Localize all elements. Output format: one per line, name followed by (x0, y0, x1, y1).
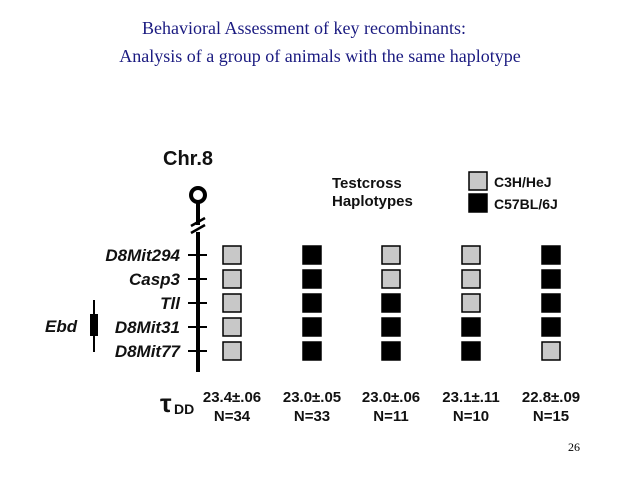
tau-subscript: DD (174, 401, 194, 417)
genotype-square (461, 293, 481, 313)
locus-label-d8mit31: D8Mit31 (115, 318, 180, 337)
legend-swatch-c57 (468, 193, 488, 213)
chromosome-label: Chr.8 (163, 148, 213, 170)
genotype-square (222, 341, 242, 361)
tau-value: 23.0±.06 (362, 389, 420, 406)
genotype-square (541, 317, 561, 337)
tau-value: 23.1±.11 (442, 389, 499, 406)
legend-label-c57: C57BL/6J (494, 196, 558, 212)
locus-labels: D8Mit294 Casp3 Tll D8Mit31 D8Mit77 (105, 246, 207, 361)
ebd-label: Ebd (45, 317, 78, 336)
sample-size: N=34 (214, 408, 251, 425)
genotype-square (302, 341, 322, 361)
ebd-region-bar (90, 314, 98, 336)
break-mark-1 (190, 216, 206, 228)
locus-label-casp3: Casp3 (129, 270, 181, 289)
tau-value: 22.8±.09 (522, 389, 580, 406)
slide-title-line1: Behavioral Assessment of key recombinant… (142, 18, 466, 38)
sample-size: N=11 (373, 408, 408, 425)
legend: C3H/HeJ C57BL/6J (468, 171, 558, 213)
sample-size: N=33 (294, 408, 330, 425)
sample-size: N=15 (533, 408, 569, 425)
genotype-square (381, 269, 401, 289)
testcross-heading-1: Testcross (332, 175, 402, 192)
genotype-square (541, 269, 561, 289)
genotype-square (302, 293, 322, 313)
genotype-square (381, 317, 401, 337)
genotype-square (541, 245, 561, 265)
genotype-square (541, 293, 561, 313)
genotype-square (461, 269, 481, 289)
genotype-square (461, 317, 481, 337)
genotype-square (222, 317, 242, 337)
slide-title-line2: Analysis of a group of animals with the … (119, 46, 521, 66)
tau-symbol: τ (160, 388, 172, 418)
genotype-square (302, 317, 322, 337)
centromere-circle (189, 186, 207, 204)
genotype-square (302, 245, 322, 265)
genotype-square (381, 341, 401, 361)
genotype-square (222, 293, 242, 313)
genotype-square (222, 245, 242, 265)
genotype-square (381, 245, 401, 265)
sample-size: N=10 (453, 408, 489, 425)
haplotype-grid (222, 245, 561, 361)
legend-swatch-c3h (468, 171, 488, 191)
testcross-heading-2: Haplotypes (332, 193, 413, 210)
tau-value: 23.0±.05 (283, 389, 341, 406)
slide-number: 26 (568, 440, 580, 454)
legend-label-c3h: C3H/HeJ (494, 174, 552, 190)
tau-value: 23.4±.06 (203, 389, 261, 406)
locus-label-d8mit77: D8Mit77 (115, 342, 182, 361)
genotype-square (541, 341, 561, 361)
locus-label-d8mit294: D8Mit294 (105, 246, 180, 265)
break-mark-2 (190, 223, 206, 235)
genotype-square (302, 269, 322, 289)
genotype-square (381, 293, 401, 313)
locus-label-tll: Tll (160, 294, 181, 313)
genotype-square (461, 245, 481, 265)
tau-values: 23.4±.06 23.0±.05 23.0±.06 23.1±.11 22.8… (203, 389, 580, 425)
genotype-square (222, 269, 242, 289)
genotype-square (461, 341, 481, 361)
